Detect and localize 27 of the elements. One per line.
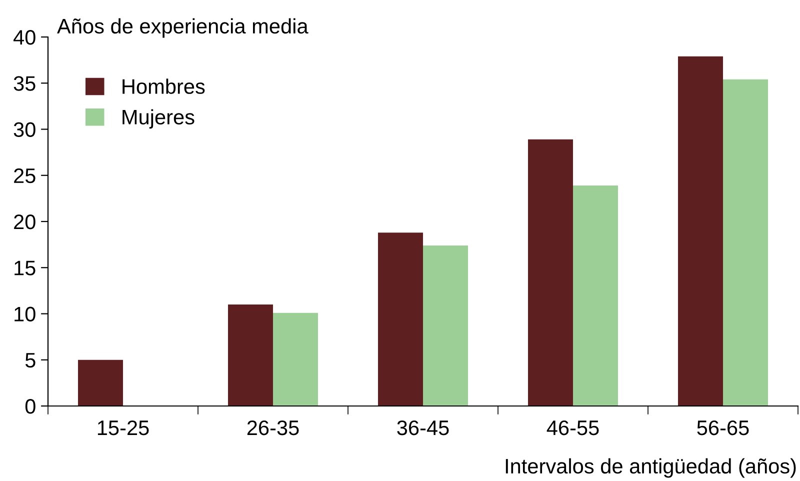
x-tick-label: 26-35 (247, 420, 299, 436)
x-tick-label: 15-25 (98, 420, 149, 436)
legend-label: Mujeres (122, 109, 194, 129)
bar (528, 139, 573, 406)
y-tick-label: 30 (14, 122, 36, 138)
bar (423, 245, 468, 406)
bar (573, 186, 618, 406)
bar (228, 304, 273, 406)
y-tick-label: 40 (14, 30, 36, 45)
x-tick-label: 46-55 (546, 420, 599, 436)
y-tick-label: 20 (14, 214, 36, 230)
y-tick-label: 10 (14, 306, 36, 322)
y-tick-label: 35 (14, 76, 36, 91)
y-tick-label: 15 (14, 260, 36, 276)
bar (678, 56, 723, 406)
x-tick-label: 36-45 (397, 420, 449, 436)
bar (273, 312, 318, 406)
x-axis-title: Intervalos de antigüedad (años) (506, 458, 796, 478)
bar (78, 360, 123, 406)
y-tick-label: 0 (25, 399, 36, 414)
bar (378, 232, 423, 406)
y-axis-title: Años de experiencia media (57, 18, 308, 38)
x-tick-label: 56-65 (697, 420, 749, 436)
y-tick-label: 5 (25, 353, 36, 368)
bar (723, 79, 768, 406)
legend-label: Hombres (122, 78, 205, 94)
y-tick-label: 25 (14, 168, 36, 184)
